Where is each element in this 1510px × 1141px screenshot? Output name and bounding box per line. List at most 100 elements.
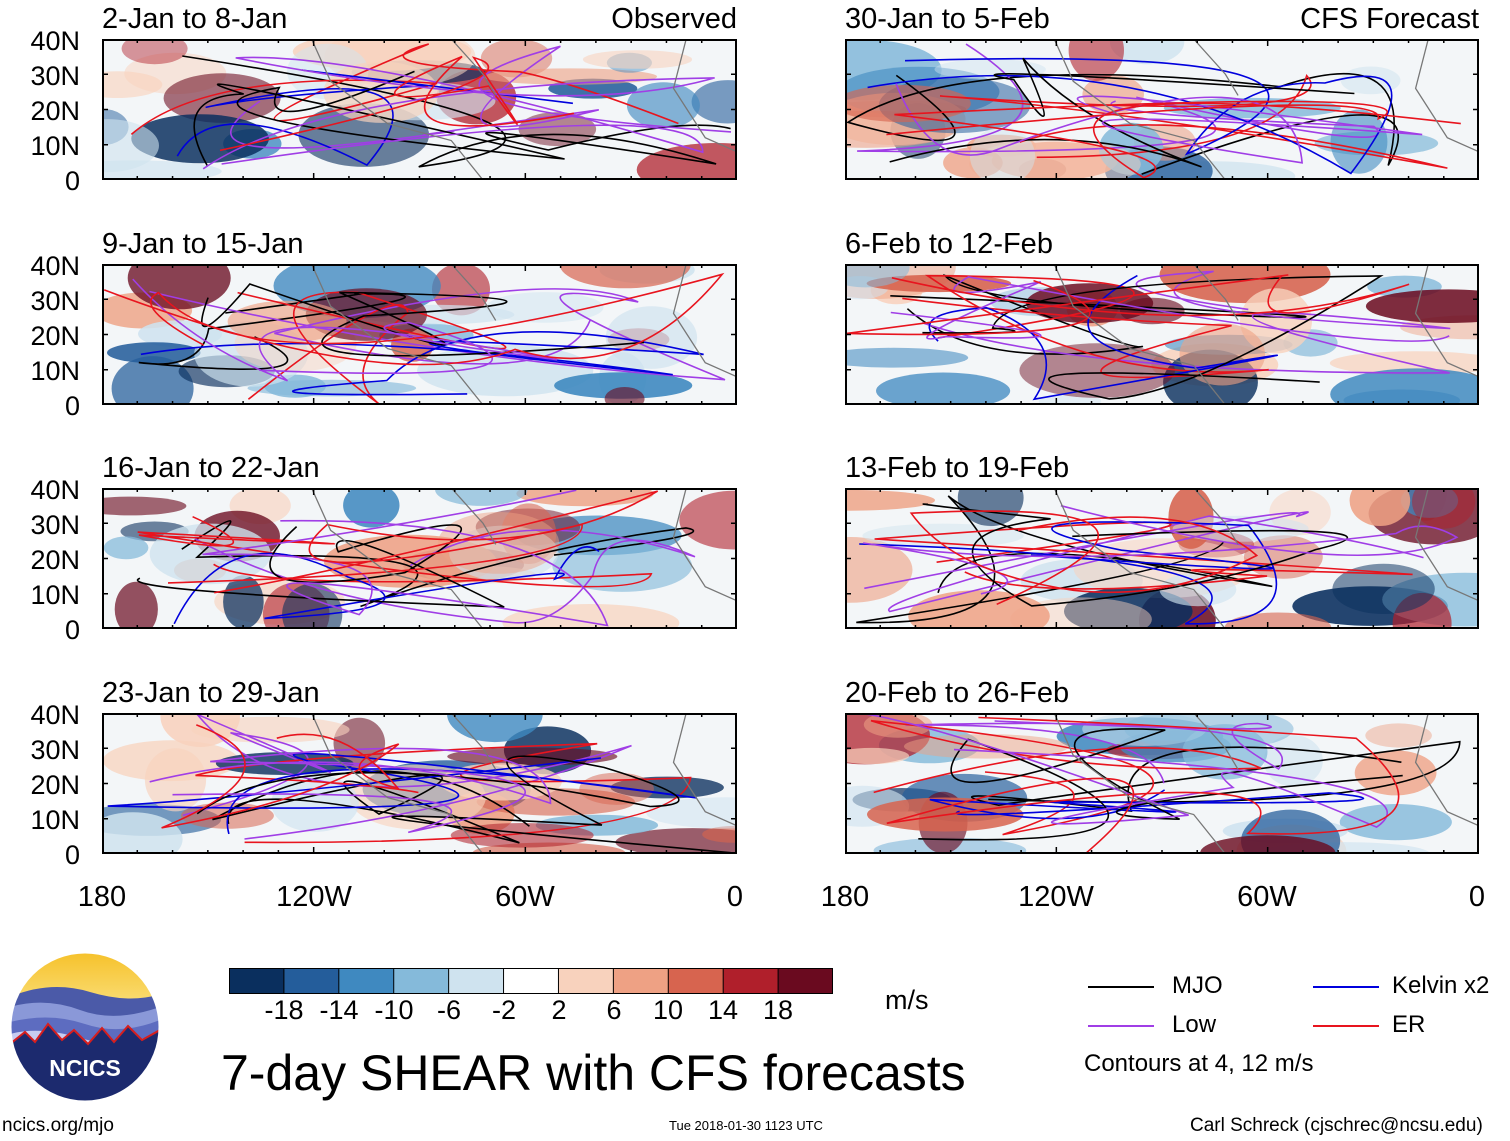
shear-shading xyxy=(876,372,1011,405)
contour-line xyxy=(862,504,1459,595)
contour-line xyxy=(861,713,1388,829)
contour-line xyxy=(870,719,1262,836)
lat-label: 40N xyxy=(30,251,80,281)
contour-line xyxy=(864,511,1424,613)
shear-shading xyxy=(1365,723,1432,748)
colorbar-swatch xyxy=(723,968,779,994)
contour-line xyxy=(909,510,1259,606)
contour-line xyxy=(895,83,1423,164)
shear-shading xyxy=(957,488,1024,527)
colorbar xyxy=(229,968,833,994)
panel-title: 16-Jan to 22-Jan xyxy=(102,452,320,484)
shear-shading xyxy=(1349,488,1411,526)
colorbar-tick: 2 xyxy=(551,995,567,1025)
shear-shading xyxy=(552,539,693,592)
contour-line xyxy=(886,100,1461,179)
lat-label: 30N xyxy=(30,286,80,316)
shear-shading xyxy=(559,264,691,289)
shear-shading xyxy=(604,387,645,405)
shear-shading xyxy=(1332,563,1435,614)
shear-shading xyxy=(845,489,935,511)
contour-line xyxy=(201,283,645,357)
colorbar-tick: -10 xyxy=(374,995,414,1025)
shear-shading xyxy=(102,119,159,173)
colorbar-swatch xyxy=(338,968,395,994)
legend-line-er xyxy=(1313,1025,1379,1027)
shear-shading xyxy=(845,264,910,288)
contour-line xyxy=(846,274,1410,336)
contour-line xyxy=(149,747,552,834)
lat-label: 0 xyxy=(64,166,80,196)
contour-line xyxy=(132,278,558,382)
panel-title: 13-Feb to 19-Feb xyxy=(845,452,1070,484)
lat-label: 10N xyxy=(30,131,80,161)
lat-label: 30N xyxy=(30,61,80,91)
shear-map-panel xyxy=(845,713,1479,854)
shear-shading xyxy=(702,826,737,843)
colorbar-swatch xyxy=(778,968,833,994)
lon-label: 120W xyxy=(276,881,352,913)
shear-map-panel xyxy=(102,713,737,854)
coastline xyxy=(310,713,737,854)
contour-line xyxy=(886,716,1400,854)
shear-shading xyxy=(480,39,553,78)
shear-shading xyxy=(1224,612,1332,629)
shear-shading xyxy=(1340,66,1401,95)
shear-shading xyxy=(626,82,700,129)
lat-label: 20N xyxy=(30,770,80,800)
contour-line xyxy=(196,755,731,854)
shear-shading xyxy=(1200,835,1336,854)
shear-shading xyxy=(102,71,163,98)
shear-map-panel xyxy=(102,488,737,629)
panel-title: 23-Jan to 29-Jan xyxy=(102,677,320,709)
shear-shading xyxy=(282,583,343,629)
shear-shading xyxy=(144,748,207,812)
lon-label: 0 xyxy=(1468,881,1486,913)
lat-label: 10N xyxy=(30,805,80,835)
shear-shading xyxy=(1159,572,1237,607)
legend-line-low xyxy=(1088,1025,1154,1027)
contour-line xyxy=(202,489,609,627)
shear-shading xyxy=(863,713,933,738)
shear-shading xyxy=(102,496,187,516)
colorbar-tick: 14 xyxy=(707,995,739,1025)
contour-line xyxy=(182,713,632,840)
contour-line xyxy=(890,276,1450,342)
shear-shading xyxy=(691,80,737,124)
contour-line xyxy=(922,275,1384,400)
colorbar-swatch xyxy=(558,968,614,994)
shear-shading xyxy=(432,264,490,316)
contour-line xyxy=(140,331,704,396)
coastline xyxy=(1053,39,1479,180)
shear-shading xyxy=(223,575,264,629)
panel-tag-observed: Observed xyxy=(611,3,737,35)
shear-shading xyxy=(127,264,231,310)
lon-label: 180 xyxy=(77,881,127,913)
colorbar-tick: -14 xyxy=(319,995,359,1025)
shear-shading xyxy=(111,356,194,405)
legend-label-low: Low xyxy=(1172,1011,1217,1038)
contour-line xyxy=(202,56,715,170)
contour-line xyxy=(229,45,732,149)
shear-shading xyxy=(943,147,1003,179)
shear-map-panel xyxy=(845,264,1479,405)
footer-url: ncics.org/mjo xyxy=(2,1115,114,1136)
shear-shading xyxy=(271,774,359,832)
lat-label: 30N xyxy=(30,510,80,540)
panel-tag-forecast: CFS Forecast xyxy=(1300,3,1479,35)
shear-shading xyxy=(1365,289,1479,323)
contour-line xyxy=(103,272,725,366)
shear-shading xyxy=(102,812,183,854)
contour-line xyxy=(846,73,1400,175)
lon-label: 60W xyxy=(495,881,555,913)
shear-map-panel xyxy=(102,264,737,405)
shear-shading xyxy=(121,39,188,65)
coastline xyxy=(310,39,737,180)
main-title: 7-day SHEAR with CFS forecasts xyxy=(221,1045,966,1101)
lon-label: 60W xyxy=(1237,881,1297,913)
shear-shading xyxy=(1172,515,1309,542)
panel-title: 30-Jan to 5-Feb xyxy=(845,3,1050,35)
contour-line xyxy=(161,724,401,829)
contour-line xyxy=(905,720,1284,784)
legend-line-mjo xyxy=(1088,986,1154,988)
